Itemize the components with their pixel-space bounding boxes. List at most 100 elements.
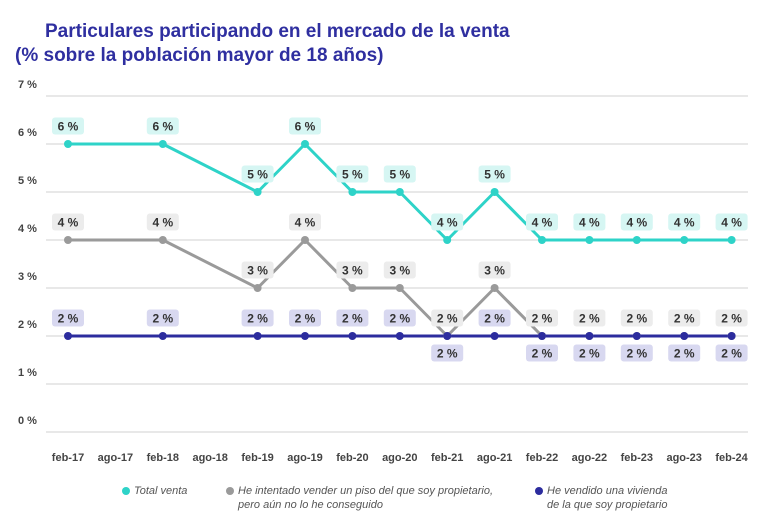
data-label-total: 6 % [152, 120, 173, 134]
data-label-bg-total [478, 165, 511, 183]
data-label-bg-tried [573, 309, 606, 327]
data-label-total: 4 % [626, 216, 647, 230]
data-point-sold [585, 332, 594, 340]
data-label-sold: 2 % [389, 312, 410, 326]
legend-marker-tried [226, 487, 234, 495]
data-point-total [727, 236, 736, 244]
data-label-sold: 2 % [247, 312, 268, 326]
data-label-bg-tried [241, 261, 274, 279]
legend-label-sold-line-1: He vendido una vivienda [547, 485, 668, 497]
legend-label-total: Total venta [134, 485, 188, 497]
data-label-bg-sold [431, 344, 464, 362]
data-point-sold [490, 332, 499, 340]
data-point-sold [158, 332, 167, 340]
data-label-bg-sold [715, 344, 748, 362]
y-tick-label: 5 % [18, 175, 37, 187]
data-label-tried: 2 % [532, 312, 553, 326]
y-tick-label: 1 % [18, 367, 37, 379]
data-point-total [680, 236, 689, 244]
data-label-bg-total [573, 213, 606, 231]
data-label-bg-total [52, 117, 84, 135]
data-point-total [632, 236, 641, 244]
data-label-sold: 2 % [721, 347, 742, 361]
data-label-tried: 4 % [295, 216, 316, 230]
data-label-tried: 4 % [58, 216, 79, 230]
data-label-total: 5 % [342, 168, 363, 182]
data-point-tried [395, 284, 404, 292]
data-point-total [490, 188, 499, 196]
x-tick-label: feb-18 [147, 452, 179, 464]
legend-label-tried-line-1: He intentado vender un piso del que soy … [238, 485, 494, 497]
data-label-tried: 3 % [247, 264, 268, 278]
data-label-total: 4 % [437, 216, 458, 230]
data-label-bg-total [431, 213, 464, 231]
data-point-sold [395, 332, 404, 340]
data-point-sold [64, 332, 72, 340]
data-point-total [395, 188, 404, 196]
x-tick-label: feb-23 [621, 452, 653, 464]
data-point-total [443, 236, 452, 244]
data-label-bg-tried [146, 213, 179, 231]
data-label-bg-sold [526, 344, 558, 362]
data-label-bg-sold [573, 344, 606, 362]
chart-title-line-1: Particulares participando en el mercado … [45, 21, 510, 42]
data-label-bg-sold [241, 309, 274, 327]
data-point-sold [680, 332, 689, 340]
data-label-total: 5 % [247, 168, 268, 182]
legend-marker-sold [535, 487, 543, 495]
data-label-bg-tried [478, 261, 511, 279]
data-label-bg-total [336, 165, 369, 183]
data-point-sold [538, 332, 546, 340]
data-point-total [585, 236, 594, 244]
data-label-tried: 2 % [674, 312, 695, 326]
y-tick-label: 2 % [18, 319, 37, 331]
data-label-total: 4 % [532, 216, 553, 230]
data-label-bg-sold [620, 344, 653, 362]
data-label-sold: 2 % [152, 312, 173, 326]
data-label-sold: 2 % [484, 312, 505, 326]
data-point-sold [301, 332, 309, 340]
data-label-total: 4 % [721, 216, 742, 230]
data-point-sold [727, 332, 736, 340]
data-label-bg-tried [383, 261, 416, 279]
data-point-sold [443, 332, 452, 340]
data-label-total: 5 % [389, 168, 410, 182]
data-label-bg-tried [336, 261, 369, 279]
x-tick-label: feb-20 [336, 452, 368, 464]
data-label-tried: 2 % [721, 312, 742, 326]
data-label-sold: 2 % [58, 312, 79, 326]
data-label-total: 4 % [579, 216, 600, 230]
legend-item-sold: He vendido una vivienda de la que soy pr… [535, 484, 667, 512]
data-label-sold: 2 % [532, 347, 553, 361]
legend-item-tried: He intentado vender un piso del que soy … [226, 484, 493, 512]
data-point-tried [253, 284, 262, 292]
data-label-bg-sold [146, 309, 179, 327]
x-tick-label: ago-21 [477, 452, 512, 464]
data-label-bg-total [241, 165, 274, 183]
x-tick-label: ago-23 [666, 452, 701, 464]
data-point-tried [64, 236, 72, 244]
data-label-bg-sold [383, 309, 416, 327]
data-label-bg-total [526, 213, 558, 231]
data-point-total [253, 188, 262, 196]
data-label-tried: 4 % [152, 216, 173, 230]
data-label-bg-tried [289, 213, 321, 231]
x-tick-label: feb-19 [241, 452, 273, 464]
legend-marker-total [122, 487, 130, 495]
data-label-bg-tried [715, 309, 748, 327]
data-label-total: 6 % [295, 120, 316, 134]
data-label-tried: 3 % [484, 264, 505, 278]
y-tick-label: 0 % [18, 415, 37, 427]
data-label-bg-total [289, 117, 321, 135]
data-label-bg-tried [668, 309, 701, 327]
data-label-sold: 2 % [579, 347, 600, 361]
data-point-total [158, 140, 167, 148]
data-label-bg-sold [52, 309, 84, 327]
data-point-tried [348, 284, 357, 292]
y-tick-label: 3 % [18, 271, 37, 283]
x-tick-label: feb-17 [52, 452, 84, 464]
data-label-bg-total [146, 117, 179, 135]
data-point-tried [490, 284, 499, 292]
x-tick-label: ago-20 [382, 452, 417, 464]
legend-item-total: Total venta [122, 484, 187, 498]
